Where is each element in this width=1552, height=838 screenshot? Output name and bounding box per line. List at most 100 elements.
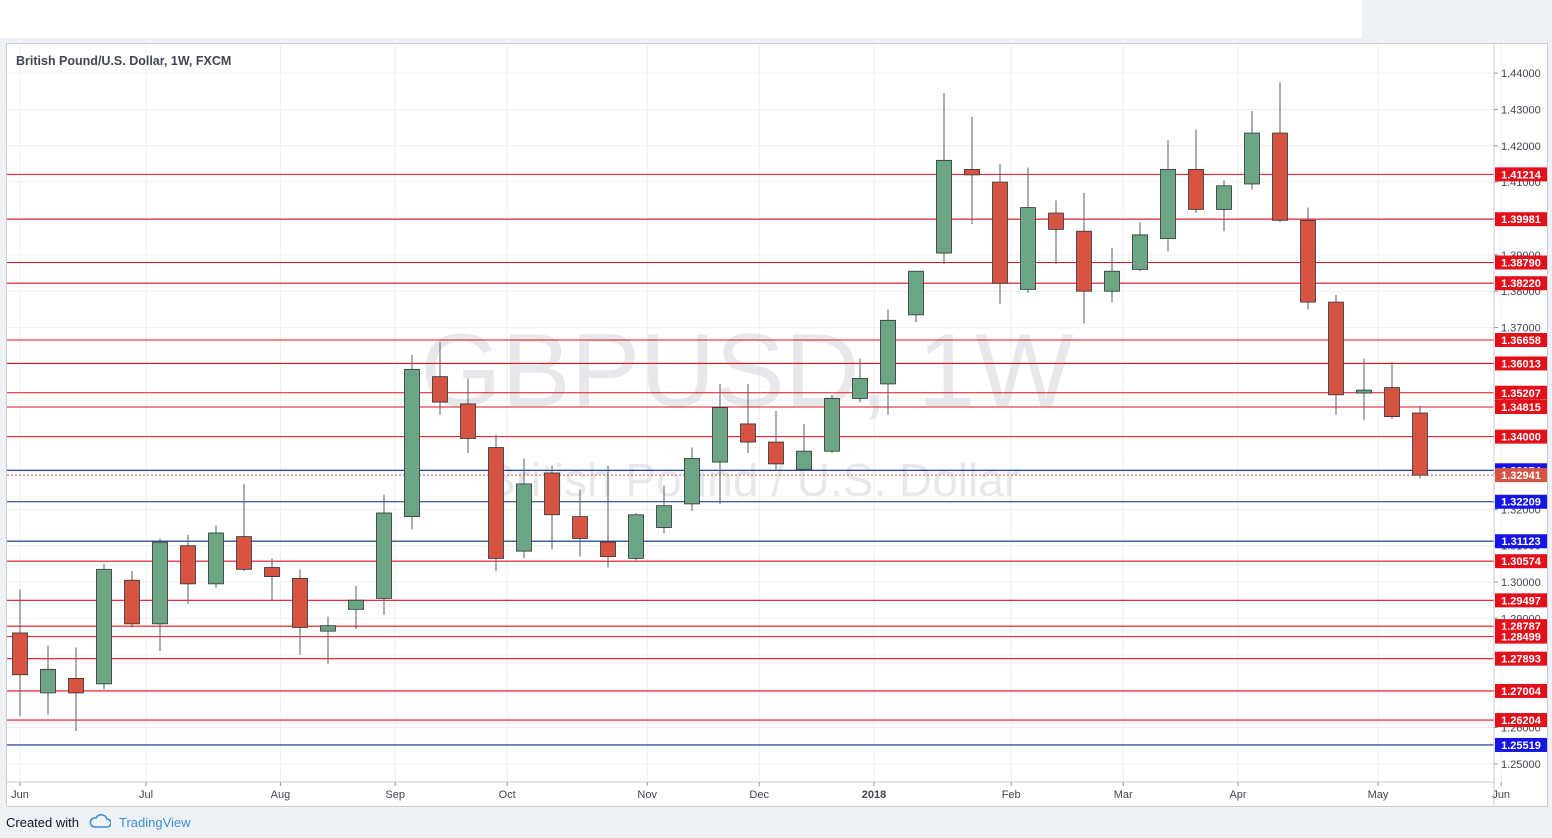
candle-body <box>1272 132 1288 221</box>
candle-body <box>1300 219 1316 303</box>
level-price-label: 1.35207 <box>1501 388 1541 400</box>
level-price-label-bg <box>1495 212 1547 227</box>
chart-frame: GBPUSD, 1W British Pound / U.S. Dollar 1… <box>6 43 1548 807</box>
candle-body <box>68 677 84 694</box>
candle-body <box>992 181 1008 284</box>
candle-body <box>516 483 532 552</box>
candle-body <box>180 545 196 585</box>
candle-body <box>880 319 896 385</box>
level-price-label-bg <box>1495 534 1547 549</box>
candle-body <box>1356 389 1372 394</box>
tradingview-link[interactable]: TradingView <box>118 814 191 830</box>
level-price-label-bg <box>1495 332 1547 347</box>
level-price-label-bg <box>1495 429 1547 444</box>
candle-body <box>1132 234 1148 270</box>
candle-body <box>656 505 672 528</box>
candle-body <box>236 536 252 570</box>
watermark-symbol: GBPUSD, 1W <box>421 313 1074 429</box>
level-price-label: 1.32209 <box>1501 497 1541 509</box>
candle-body <box>964 169 980 176</box>
candle-body <box>124 579 140 625</box>
level-price-label-bg <box>1495 737 1547 752</box>
candle-body <box>40 668 56 694</box>
level-price-label: 1.39981 <box>1501 214 1541 226</box>
candle-body <box>572 516 588 539</box>
level-price-label-bg <box>1495 554 1547 569</box>
time-tick-label: Dec <box>749 789 769 801</box>
time-tick-label: Apr <box>1229 789 1246 801</box>
candle-body <box>628 514 644 559</box>
level-price-label: 1.27004 <box>1501 686 1542 698</box>
time-axis[interactable]: Jun Jul Aug Sep Oct Nov Dec 2018 Feb Mar Apr May Jun <box>11 782 1510 801</box>
candle-body <box>712 407 728 463</box>
level-price-label: 1.26204 <box>1501 715 1542 727</box>
level-price-label-bg <box>1495 593 1547 608</box>
level-price-label: 1.34815 <box>1501 402 1541 414</box>
level-price-label: 1.30574 <box>1501 556 1542 568</box>
candle-body <box>152 541 168 625</box>
level-price-label: 1.28499 <box>1501 632 1541 644</box>
level-price-label-bg <box>1495 494 1547 509</box>
created-with-text: Created with <box>6 814 79 830</box>
candle-body <box>1020 207 1036 290</box>
level-price-label-bg <box>1495 683 1547 698</box>
candle-body <box>208 532 224 585</box>
candle-body <box>852 378 868 399</box>
candle-body <box>936 159 952 254</box>
level-price-label-bg <box>1495 167 1547 182</box>
candlestick-chart[interactable]: GBPUSD, 1W British Pound / U.S. Dollar 1… <box>7 44 1547 806</box>
candle-body <box>796 450 812 470</box>
level-price-label-bg <box>1495 255 1547 270</box>
time-tick-label: Jun <box>11 789 29 801</box>
candle-body <box>292 578 308 628</box>
price-tick-label: 1.42000 <box>1501 141 1541 153</box>
candle-body <box>12 632 28 676</box>
candle-body <box>740 423 756 443</box>
time-tick-label: May <box>1368 789 1389 801</box>
level-price-label: 1.38790 <box>1501 257 1541 269</box>
candle-body <box>1076 230 1092 292</box>
level-price-label-bg <box>1495 629 1547 644</box>
candle-body <box>488 447 504 559</box>
candle-body <box>824 398 840 452</box>
level-price-label-bg <box>1495 276 1547 291</box>
candle-body <box>1048 212 1064 230</box>
candle-body <box>768 441 784 465</box>
price-tick-label: 1.44000 <box>1501 68 1541 80</box>
time-tick-label: Jul <box>139 789 153 801</box>
candle-body <box>1188 169 1204 210</box>
candle-body <box>320 625 336 632</box>
current-price-label-bg <box>1495 468 1547 483</box>
candle-body <box>1328 301 1344 396</box>
candle-body <box>96 568 112 685</box>
candle-body <box>460 403 476 439</box>
candle-body <box>348 599 364 610</box>
symbol-title[interactable]: British Pound/U.S. Dollar, 1W, FXCM <box>16 54 231 68</box>
candle-body <box>544 472 560 516</box>
candle-body <box>1160 169 1176 239</box>
candle-body <box>404 368 420 518</box>
time-tick-label: 2018 <box>862 789 886 801</box>
level-price-label-bg <box>1495 651 1547 666</box>
horizontal-levels <box>7 173 1494 746</box>
time-tick-label: Nov <box>637 789 657 801</box>
candle-body <box>1412 412 1428 476</box>
level-price-label-bg <box>1495 713 1547 728</box>
candle-body <box>908 270 924 316</box>
level-price-label: 1.38220 <box>1501 278 1541 290</box>
price-tick-label: 1.37000 <box>1501 323 1541 335</box>
time-tick-label: Jun <box>1492 789 1510 801</box>
level-price-label-bg <box>1495 356 1547 371</box>
candle-body <box>1104 270 1120 292</box>
level-price-label: 1.27893 <box>1501 654 1541 666</box>
level-price-label: 1.29497 <box>1501 595 1541 607</box>
tradingview-cloud-icon <box>89 813 112 831</box>
candles <box>12 82 1428 732</box>
level-price-label: 1.41214 <box>1501 169 1542 181</box>
candle-body <box>432 376 448 403</box>
level-price-label-bg <box>1495 385 1547 400</box>
price-tick-label: 1.30000 <box>1501 577 1541 589</box>
time-tick-label: Mar <box>1114 789 1133 801</box>
level-price-label: 1.25519 <box>1501 740 1541 752</box>
time-tick-label: Sep <box>385 789 405 801</box>
